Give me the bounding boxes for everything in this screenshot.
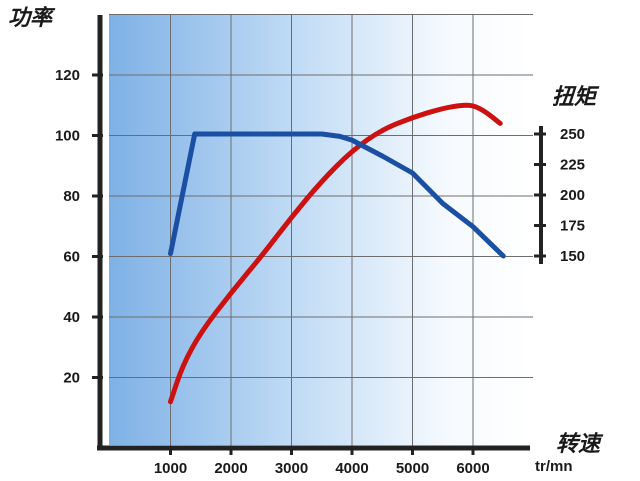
x-tick-label: 6000: [456, 460, 489, 477]
y-left-tick-label: 20: [63, 370, 80, 387]
x-tick-label: 2000: [214, 460, 247, 477]
x-unit-label: tr/mn: [535, 458, 573, 475]
right-axis-title: 扭矩: [552, 85, 600, 110]
y-left-tick-label: 60: [63, 249, 80, 266]
grid: [109, 14, 533, 446]
y-left-tick-label: 40: [63, 309, 80, 326]
y-left-tick-label: 120: [55, 67, 80, 84]
torque-curve: [168, 131, 506, 259]
y-right-tick-label: 150: [560, 248, 585, 265]
y-right-tick-label: 225: [560, 157, 585, 174]
y-left-tick-label: 100: [55, 128, 80, 145]
x-tick-label: 4000: [335, 460, 368, 477]
x-tick-label: 3000: [275, 460, 308, 477]
power-curve: [168, 102, 503, 405]
y-right-tick-label: 250: [560, 126, 585, 143]
y-right-tick-label: 175: [560, 218, 585, 235]
plot-area: [109, 15, 533, 445]
x-axis-title: 转速: [556, 432, 604, 457]
y-left-tick-label: 80: [63, 188, 80, 205]
left-axis-title: 功率: [8, 5, 56, 31]
x-tick-label: 5000: [396, 460, 429, 477]
y-right-tick-label: 200: [560, 187, 585, 204]
x-tick-label: 1000: [154, 460, 187, 477]
